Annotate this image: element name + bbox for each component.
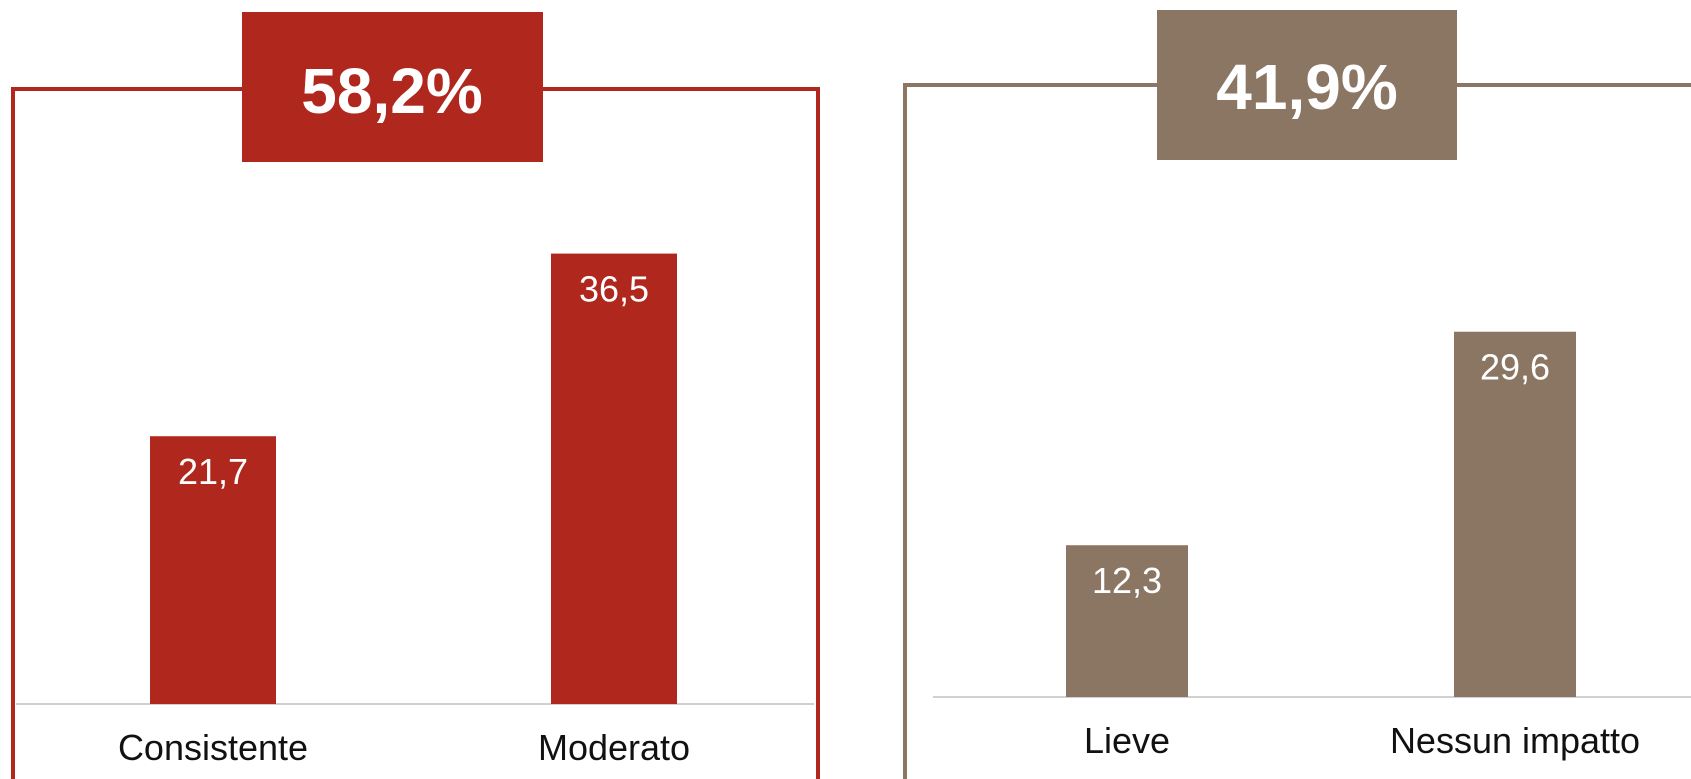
category-label-nessun-impatto: Nessun impatto	[1390, 720, 1640, 761]
panel-right-bars: 12,3 Lieve 29,6 Nessun impatto	[1066, 331, 1640, 761]
category-label-lieve: Lieve	[1084, 720, 1170, 761]
bar-value-label-consistente: 21,7	[178, 451, 248, 492]
category-label-consistente: Consistente	[118, 727, 308, 768]
panel-right: 41,9% 12,3 Lieve 29,6 Nessun impatto	[903, 10, 1691, 779]
panel-left-frame	[11, 87, 820, 779]
panel-left: 58,2% 21,7 Consistente 36,5 Moderato	[11, 12, 820, 779]
bar-lieve	[1066, 545, 1188, 697]
bar-value-label-lieve: 12,3	[1092, 560, 1162, 601]
panel-left-bars: 21,7 Consistente 36,5 Moderato	[118, 253, 690, 768]
bar-nessun-impatto	[1454, 331, 1576, 697]
panel-right-total-text: 41,9%	[1216, 51, 1397, 123]
panel-left-total-text: 58,2%	[301, 55, 482, 127]
panel-right-total-badge	[1157, 10, 1457, 160]
bar-moderato	[551, 253, 677, 704]
panel-left-total-badge	[242, 12, 543, 162]
bar-value-label-nessun-impatto: 29,6	[1480, 347, 1550, 388]
category-label-moderato: Moderato	[538, 727, 690, 768]
bar-consistente	[150, 436, 276, 704]
bar-value-label-moderato: 36,5	[579, 269, 649, 310]
